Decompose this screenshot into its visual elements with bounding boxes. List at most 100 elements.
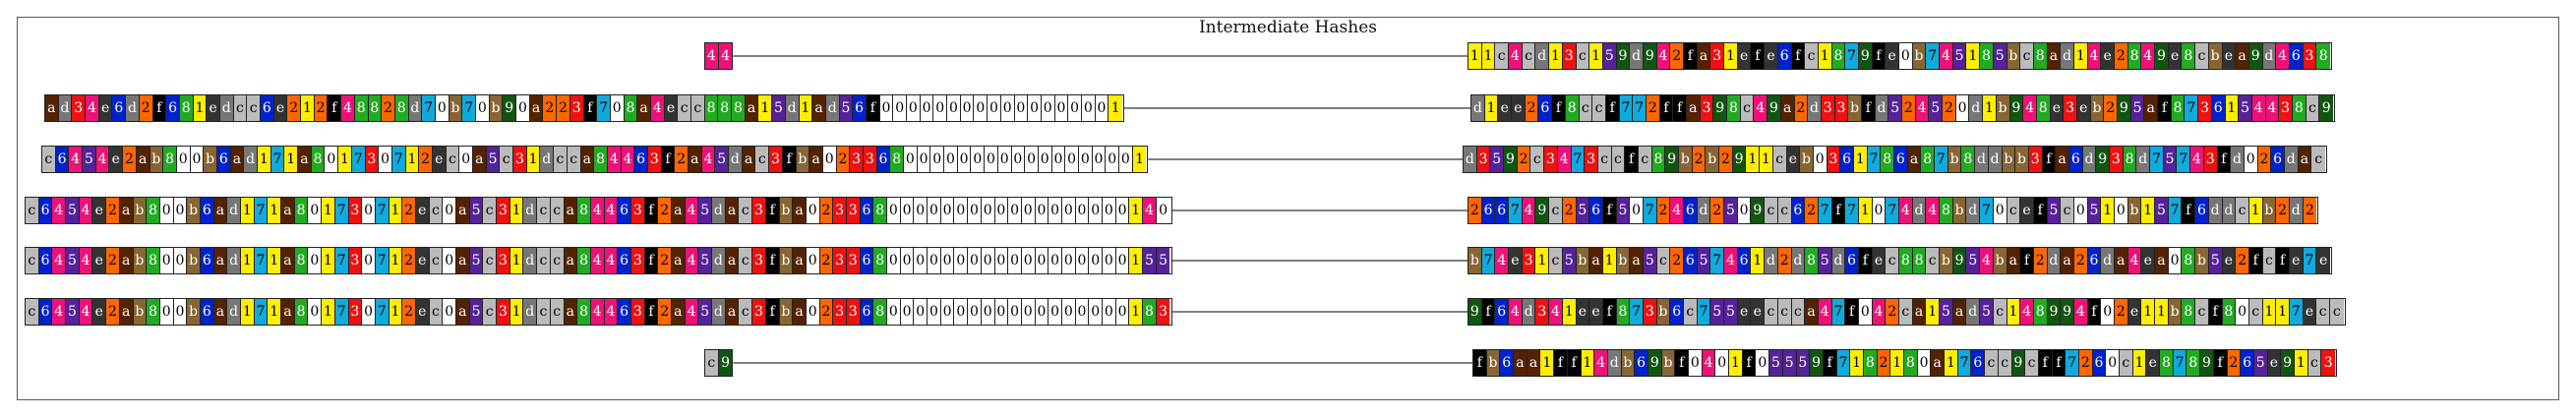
hex-digit-cell: f: [644, 198, 659, 223]
hex-digit-cell: 0: [900, 299, 915, 325]
hex-digit-cell: 0: [806, 198, 820, 223]
hex-digit-cell: b: [1952, 198, 1967, 223]
hex-digit-cell: 4: [1594, 350, 1608, 376]
hex-digit-cell: 6: [876, 147, 891, 172]
hex-digit-cell: 2: [1670, 248, 1684, 273]
hex-digit-cell: 9: [1468, 299, 1482, 325]
hex-digit-cell: 9: [1751, 198, 1766, 223]
hex-digit-cell: c: [1926, 248, 1941, 273]
hex-digit-cell: 3: [647, 147, 662, 172]
hex-digit-cell: 3: [348, 299, 363, 325]
hex-digit-cell: 1: [268, 248, 282, 273]
hex-digit-cell: 3: [497, 248, 510, 273]
hex-digit-cell: d: [785, 95, 800, 121]
hex-digit-cell: 3: [1156, 299, 1170, 325]
hex-digit-cell: 3: [1585, 147, 1598, 172]
hex-digit-cell: b: [2015, 147, 2029, 172]
hex-digit-cell: a: [1630, 248, 1644, 273]
hex-digit-cell: 8: [873, 198, 887, 223]
hex-digit-cell: 0: [1078, 147, 1093, 172]
hex-digit-cell: 7: [334, 198, 349, 223]
hex-digit-cell: 0: [928, 248, 941, 273]
hex-digit-cell: 6: [200, 198, 214, 223]
hex-digit-cell: a: [2115, 248, 2128, 273]
hex-digit-cell: d: [2222, 198, 2237, 223]
hex-digit-cell: 1: [2248, 198, 2263, 223]
hex-digit-cell: 3: [846, 198, 861, 223]
hex-digit-cell: 9: [1643, 43, 1657, 69]
hex-digit-cell: f: [2020, 248, 2034, 273]
hex-digit-cell: 0: [443, 248, 456, 273]
hex-digit-cell: 7: [254, 198, 269, 223]
hex-digit-cell: 8: [1727, 95, 1741, 121]
hex-digit-cell: 0: [1048, 299, 1062, 325]
hex-digit-cell: f: [1567, 350, 1582, 376]
hex-digit-cell: 1: [389, 299, 403, 325]
hex-digit-cell: 0: [173, 248, 188, 273]
hex-digit-cell: 0: [1899, 43, 1913, 69]
hex-digit-cell: d: [1464, 147, 1477, 172]
hex-digit-cell: 4: [650, 95, 665, 121]
hex-digit-cell: 2: [658, 198, 672, 223]
hex-digit-cell: f: [765, 248, 780, 273]
hex-digit-cell: 7: [1935, 147, 1948, 172]
hex-digit-cell: b: [1800, 147, 1814, 172]
hex-digit-cell: 4: [2087, 43, 2102, 69]
hex-digit-cell: 0: [914, 248, 929, 273]
hex-digit-cell: 9: [2011, 350, 2026, 376]
hex-digit-cell: c: [537, 299, 551, 325]
hex-digit-cell: 9: [718, 350, 733, 376]
hex-digit-cell: 5: [1769, 350, 1783, 376]
hex-digit-cell: 4: [2251, 95, 2266, 121]
hex-digit-cell: 0: [940, 248, 955, 273]
hex-digit-cell: c: [1899, 299, 1913, 325]
hex-digit-cell: 8: [577, 248, 591, 273]
hex-digit-cell: 3: [365, 147, 380, 172]
hex-digit-cell: c: [1579, 95, 1593, 121]
hex-digit-cell: 0: [947, 95, 961, 121]
hex-digit-cell: d: [58, 95, 73, 121]
hex-digit-cell: 8: [577, 299, 591, 325]
hex-digit-cell: e: [1765, 43, 1778, 69]
hex-digit-cell: 0: [1035, 248, 1049, 273]
hex-digit-cell: e: [432, 147, 447, 172]
hex-digit-cell: 1: [1540, 350, 1555, 376]
hex-digit-cell: c: [1638, 147, 1652, 172]
hex-digit-cell: 3: [1535, 299, 1550, 325]
hex-digit-cell: e: [2050, 95, 2065, 121]
hex-digit-cell: 0: [308, 198, 323, 223]
hex-digit-cell: 5: [2047, 198, 2062, 223]
hex-digit-cell: a: [1687, 95, 1701, 121]
hex-digit-cell: 2: [1646, 95, 1660, 121]
hex-digit-cell: 0: [887, 299, 901, 325]
hex-digit-cell: 1: [1589, 43, 1603, 69]
hex-digit-cell: 0: [944, 147, 958, 172]
hex-digit-cell: 5: [66, 299, 80, 325]
hex-digit-cell: c: [755, 147, 770, 172]
hex-digit-cell: 7: [2066, 350, 2079, 376]
hex-digit-cell: 7: [2185, 95, 2199, 121]
hex-digit-cell: 3: [348, 198, 363, 223]
hex-digit-cell: f: [2276, 248, 2290, 273]
hex-digit-cell: 3: [513, 147, 527, 172]
hex-digit-cell: b: [1656, 299, 1671, 325]
hex-digit-cell: 0: [443, 198, 456, 223]
hex-digit-cell: 2: [402, 248, 416, 273]
hex-digit-cell: a: [2144, 95, 2159, 121]
hex-digit-cell: e: [1589, 299, 1603, 325]
hex-digit-cell: e: [1872, 248, 1887, 273]
hex-digit-cell: 8: [2127, 43, 2142, 69]
hex-digit-cell: c: [42, 147, 56, 172]
hex-digit-cell: 1: [2155, 299, 2169, 325]
hex-digit-cell: 7: [1710, 248, 1725, 273]
hex-digit-cell: 0: [822, 147, 837, 172]
hex-digit-cell: 6: [2211, 95, 2226, 121]
hex-digit-cell: 0: [907, 95, 921, 121]
hex-digit-cell: 4: [1522, 198, 1536, 223]
hex-digit-cell: 8: [718, 95, 733, 121]
hex-digit-cell: 9: [1767, 95, 1781, 121]
hex-digit-cell: 4: [604, 248, 619, 273]
hex-digit-cell: f: [765, 299, 780, 325]
